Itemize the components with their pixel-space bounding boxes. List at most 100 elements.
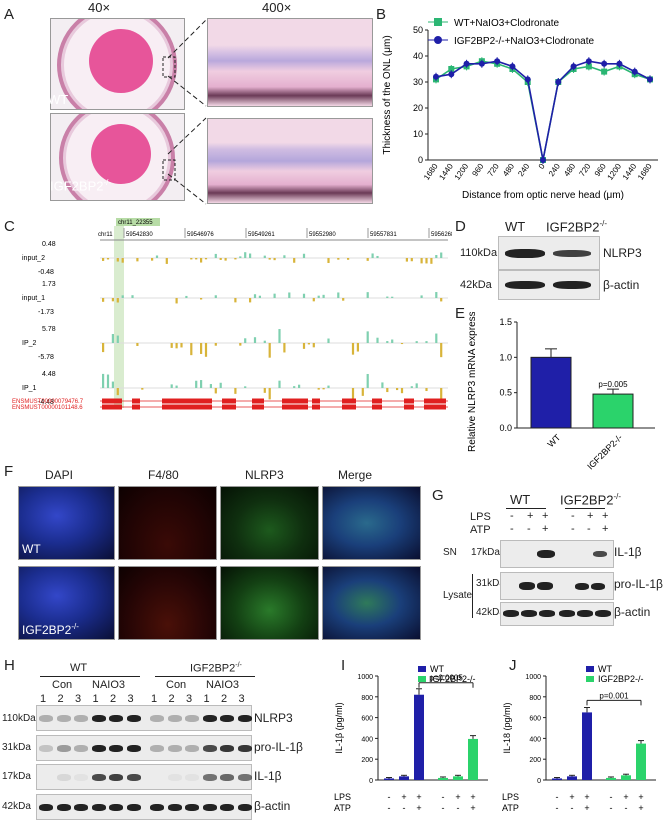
coverage-bar-c: [366, 258, 369, 261]
coverage-bar-c: [214, 388, 217, 394]
coverage-bar-c: [283, 255, 286, 258]
coverage-bar-c: [302, 343, 306, 349]
atp-sign-i: -: [403, 803, 406, 813]
track-name-c: input_1: [22, 295, 45, 302]
col-nlrp3: NLRP3: [245, 468, 284, 482]
lps-sign-i: +: [416, 792, 421, 802]
exon-c: [312, 404, 320, 410]
retina-400x-wt: [207, 18, 373, 107]
band-h: [109, 774, 123, 781]
protein-h-nlrp3: NLRP3: [254, 711, 293, 725]
y-tick-label-j: 200: [529, 757, 541, 764]
col-dapi: DAPI: [45, 468, 74, 482]
coverage-bar-c: [435, 255, 438, 258]
blot-d-actin: [498, 270, 600, 300]
blot-g-il1b: [500, 540, 614, 568]
atp-sign-g: -: [571, 523, 575, 535]
y-tick-label-b: 40: [413, 51, 423, 61]
coord-label-c: 59552980: [309, 232, 336, 238]
track-min-c: -4.48: [38, 399, 54, 406]
coverage-bar-c: [273, 258, 276, 261]
con-wt-h: Con: [52, 679, 73, 691]
band-h: [202, 715, 217, 722]
chart-i-il1b: 0 200 400 600 800 1000 IL-1β (pg/ml) WTIGF2BP2-…: [334, 664, 488, 813]
coverage-bar-c: [347, 258, 350, 260]
lps-sign-j: +: [569, 792, 574, 802]
coverage-bar-c: [405, 258, 408, 262]
mag-low-label: 40×: [88, 0, 111, 15]
protein-g-il1b: IL-1β: [614, 545, 642, 559]
coverage-bar-c: [302, 253, 306, 258]
band-h: [202, 804, 217, 811]
coverage-bar-c: [170, 343, 173, 348]
track-min-c: -0.48: [38, 269, 54, 276]
x-tick-label-b: 960: [470, 162, 485, 179]
bar-j: [621, 775, 631, 780]
lps-sign-i: -: [388, 792, 391, 802]
label-ko-f: IGF2BP2-/-: [22, 622, 79, 637]
coverage-bar-c: [263, 255, 266, 258]
blot-h-row: [36, 735, 252, 761]
coverage-bar-c: [425, 258, 428, 264]
kda-h-nlrp3: 110kDa: [2, 713, 36, 724]
transcript-label-c: ENSMUST00000101148.6: [12, 405, 83, 410]
coverage-bar-c: [307, 343, 310, 345]
coverage-bar-c: [239, 256, 242, 258]
coverage-bar-c: [214, 295, 217, 298]
highlight-label-c: chr11_22355: [118, 220, 153, 226]
x-tick-label-b: 240: [547, 162, 562, 179]
legend-label-i: IGF2BP2-/-: [430, 674, 476, 684]
x-axis-label-b: Distance from optic nerve head (μm): [462, 190, 624, 201]
atp-sign-i: -: [457, 803, 460, 813]
coverage-bar-c: [366, 331, 369, 343]
con-ko-h: Con: [166, 679, 187, 691]
coverage-bar-c: [273, 293, 276, 298]
x-tick-label-b: 480: [501, 162, 516, 179]
band-h: [167, 715, 182, 722]
label-ko-d: IGF2BP2-/-: [546, 219, 608, 235]
lane-number-h: 2: [110, 693, 117, 705]
kda-g-proil1b: 31kDa: [476, 578, 505, 589]
coverage-bar-c: [106, 258, 110, 260]
coverage-bar-c: [268, 388, 271, 400]
coverage-bar-c: [102, 258, 105, 261]
band-h: [185, 774, 199, 781]
coverage-bar-c: [214, 253, 217, 258]
lps-label-i: LPS: [334, 792, 351, 802]
band-h: [150, 745, 164, 752]
lane-number-h: 1: [40, 693, 47, 705]
coverage-bar-c: [244, 338, 247, 343]
retina-400x-ko: [207, 118, 373, 204]
coord-label-c: 59546976: [187, 232, 214, 238]
y-tick-label-j: 0: [537, 778, 541, 785]
coverage-bar-c: [386, 388, 389, 393]
coverage-bar-c: [136, 258, 139, 262]
band-h: [91, 804, 106, 811]
y-tick-label-i: 600: [361, 716, 373, 723]
band-h: [167, 804, 182, 811]
blot-h-row: [36, 794, 252, 820]
exon-c: [342, 398, 356, 404]
band-h: [109, 715, 123, 722]
kda-d-nlrp3: 110kDa: [460, 247, 498, 259]
label-wt-a: WT: [48, 92, 69, 107]
y-tick-label-j: 400: [529, 736, 541, 743]
band-h: [167, 745, 182, 752]
eye-section-wt: [50, 18, 185, 110]
coverage-bar-c: [366, 292, 369, 298]
series-line-b: [435, 60, 651, 161]
lps-sign-g: -: [510, 510, 514, 522]
coverage-bar-c: [151, 258, 154, 261]
mag-high-label: 400×: [262, 0, 292, 15]
label-ko-a: IGF2BP2-/-: [50, 178, 112, 194]
exon-c: [404, 398, 414, 404]
coverage-bar-c: [317, 388, 320, 390]
x-tick-label-b: 1680: [422, 162, 440, 182]
coverage-bar-c: [356, 343, 359, 352]
p-value-j: p=0.001: [599, 691, 629, 700]
y-tick-label-j: 600: [529, 716, 541, 723]
wt-bracket-h: [40, 676, 140, 677]
coverage-bar-c: [111, 381, 114, 388]
coverage-bar-c: [106, 374, 110, 388]
chart-e-nlrp3-mrna: 0.0 0.5 1.0 1.5 Relative NLRP3 mRNA expressi…: [467, 312, 655, 472]
